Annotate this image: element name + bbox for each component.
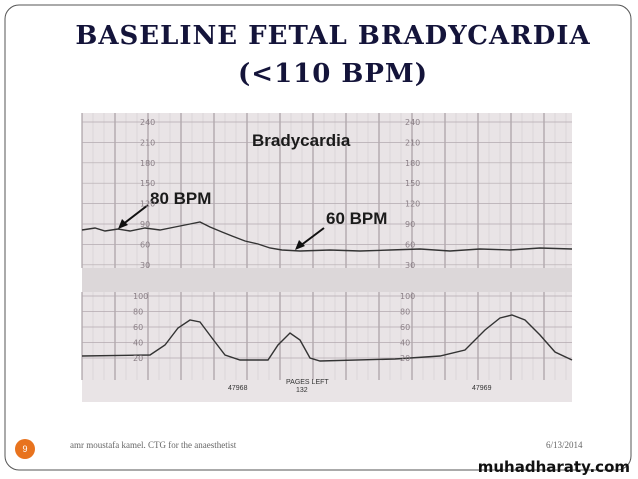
fhr-scale-label: 180 <box>140 159 155 168</box>
fhr-scale-label: 90 <box>140 220 150 229</box>
page-number: 47968 <box>228 385 248 392</box>
toco-trace <box>81 314 573 362</box>
fhr-scale-label: 120 <box>405 200 420 209</box>
toco-scale-label: 20 <box>133 354 143 363</box>
slide-number: 9 <box>22 444 27 454</box>
toco-scale-label: 100 <box>400 292 415 301</box>
fhr-scale-label: 150 <box>405 179 420 188</box>
arrow-high <box>121 204 149 226</box>
toco-scale-label: 60 <box>400 323 410 332</box>
toco-scale-label: 20 <box>400 354 410 363</box>
footer-date: 6/13/2014 <box>546 440 583 450</box>
fhr-scale-label: 210 <box>140 138 155 147</box>
fhr-scale-label: 30 <box>140 261 150 270</box>
toco-scale-label: 100 <box>133 292 148 301</box>
footer-author: amr moustafa kamel. CTG for the anaesthe… <box>70 440 237 450</box>
fhr-scale-label: 60 <box>405 240 415 249</box>
slide-number-badge <box>15 439 35 459</box>
label-low: 60 BPM <box>326 209 387 228</box>
arrowhead-low <box>295 240 305 250</box>
strip-divider <box>82 268 572 292</box>
fhr-trace <box>81 221 573 252</box>
watermark: muhadharaty.com <box>478 458 630 476</box>
fhr-scale-label: 240 <box>405 118 420 127</box>
fhr-scale-label: 60 <box>140 240 150 249</box>
ctg-strip: Bradycardia 80 BPM 60 BPM 47968 47969 PA… <box>81 113 573 402</box>
fhr-scale-label: 150 <box>140 179 155 188</box>
fhr-scale-label: 120 <box>140 200 155 209</box>
title-line2: (<110 BPM) <box>238 59 428 89</box>
label-high: 80 BPM <box>150 189 211 208</box>
title-line1: BASELINE FETAL BRADYCARDIA <box>75 21 590 51</box>
fhr-scale-label: 240 <box>140 118 155 127</box>
grid <box>81 113 572 380</box>
toco-scale-label: 80 <box>133 308 143 317</box>
fhr-scale-label: 90 <box>405 220 415 229</box>
fhr-scale-label: 30 <box>405 261 415 270</box>
fhr-scale-label: 210 <box>405 138 420 147</box>
pages-count: 132 <box>296 387 308 394</box>
fhr-scale-label: 180 <box>405 159 420 168</box>
page-number: 47969 <box>472 385 492 392</box>
annotation: Bradycardia <box>252 131 351 150</box>
toco-scale-label: 60 <box>133 323 143 332</box>
arrowhead-high <box>118 219 128 229</box>
toco-scale-label: 40 <box>400 339 410 348</box>
toco-scale-label: 80 <box>400 308 410 317</box>
toco-scale-label: 40 <box>133 339 143 348</box>
strip-paper <box>82 113 572 402</box>
arrow-low <box>299 227 325 247</box>
pages-left: PAGES LEFT <box>286 379 329 386</box>
